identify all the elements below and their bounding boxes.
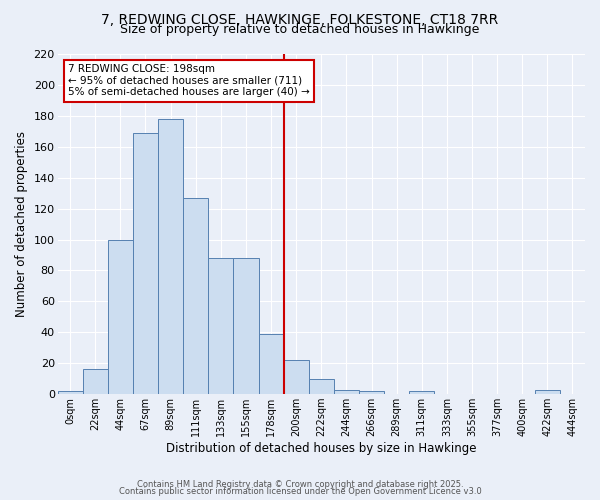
Bar xyxy=(183,198,208,394)
Y-axis label: Number of detached properties: Number of detached properties xyxy=(15,131,28,317)
Text: Size of property relative to detached houses in Hawkinge: Size of property relative to detached ho… xyxy=(121,22,479,36)
Bar xyxy=(58,391,83,394)
Bar xyxy=(359,391,384,394)
Bar xyxy=(133,133,158,394)
Bar xyxy=(108,240,133,394)
Bar xyxy=(535,390,560,394)
Bar xyxy=(284,360,309,394)
Bar xyxy=(259,334,284,394)
Bar xyxy=(158,119,183,394)
Bar xyxy=(233,258,259,394)
Text: 7, REDWING CLOSE, HAWKINGE, FOLKESTONE, CT18 7RR: 7, REDWING CLOSE, HAWKINGE, FOLKESTONE, … xyxy=(101,12,499,26)
Text: 7 REDWING CLOSE: 198sqm
← 95% of detached houses are smaller (711)
5% of semi-de: 7 REDWING CLOSE: 198sqm ← 95% of detache… xyxy=(68,64,310,98)
Bar xyxy=(208,258,233,394)
Bar xyxy=(409,391,434,394)
Bar xyxy=(334,390,359,394)
Text: Contains public sector information licensed under the Open Government Licence v3: Contains public sector information licen… xyxy=(119,488,481,496)
Bar xyxy=(309,378,334,394)
X-axis label: Distribution of detached houses by size in Hawkinge: Distribution of detached houses by size … xyxy=(166,442,476,455)
Text: Contains HM Land Registry data © Crown copyright and database right 2025.: Contains HM Land Registry data © Crown c… xyxy=(137,480,463,489)
Bar xyxy=(83,370,108,394)
